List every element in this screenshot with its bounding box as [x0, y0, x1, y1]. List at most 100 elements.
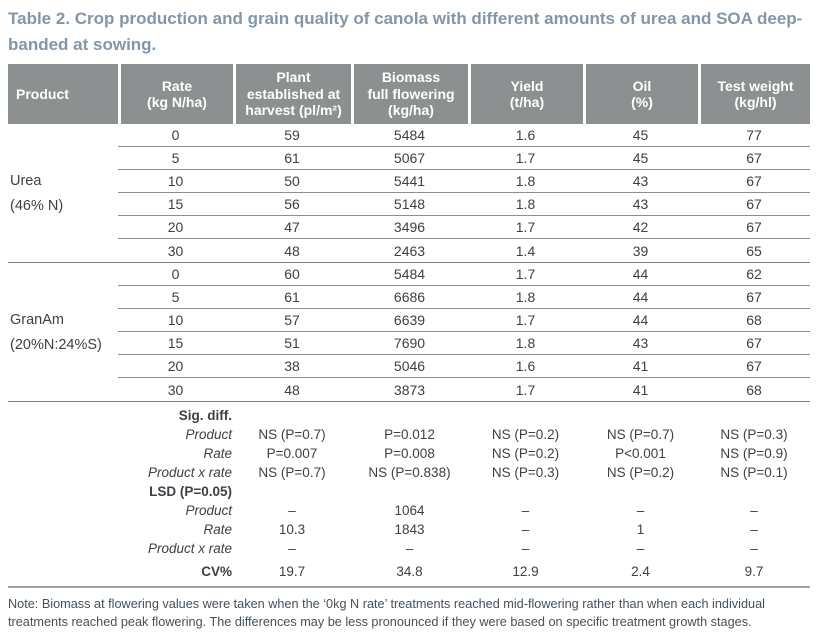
stats-row: Sig. diff.	[8, 406, 810, 425]
table-cell: 44	[632, 312, 649, 328]
table-cell: 10	[167, 312, 184, 328]
stats-row: Product x rate – – – – –	[8, 539, 810, 558]
table-cell: 3496	[393, 219, 426, 235]
cv-value: 9.7	[744, 564, 764, 579]
cv-value: 34.8	[396, 564, 423, 579]
table-cell: 5067	[393, 150, 426, 166]
stats-value: –	[750, 522, 758, 537]
column-header-test-weight: Test weight (kg/hl)	[698, 64, 810, 124]
table-cell: 41	[632, 381, 649, 398]
table-cell: 59	[284, 127, 300, 143]
stats-value: NS (P=0.3)	[720, 427, 788, 442]
table-body: Urea (46% N) 0 59 5484 1.6 45 77 5 61 5067 1.7 45 67 1…	[8, 124, 810, 401]
table-cell: 62	[746, 266, 762, 282]
stats-label: LSD (P=0.05)	[149, 484, 232, 499]
stats-value: 1	[636, 522, 645, 537]
table-cell: 10	[167, 173, 184, 189]
table-cell: 6639	[393, 312, 426, 328]
stats-row: LSD (P=0.05)	[8, 482, 810, 501]
stats-value: NS (P=0.3)	[491, 465, 560, 480]
stats-value: –	[288, 541, 296, 556]
table-row: 10 57 6639 1.7 44 68	[118, 309, 810, 332]
table-cell: 43	[632, 173, 649, 189]
table-cell: 30	[167, 381, 184, 398]
stats-value: –	[521, 522, 530, 537]
stats-label: Product	[185, 427, 232, 442]
table-cell: 56	[284, 196, 300, 212]
table-cell: 44	[632, 266, 649, 282]
table-row: 15 56 5148 1.8 43 67	[118, 193, 810, 216]
table-cell: 77	[746, 127, 762, 143]
stats-label: Rate	[203, 446, 232, 461]
table-cell: 1.8	[515, 196, 536, 212]
table-cell: 20	[167, 358, 184, 374]
table-cell: 50	[284, 173, 300, 189]
product-group-1: GranAm (20%N:24%S) 0 60 5484 1.7 44 62 5 61 6686 1.…	[8, 262, 810, 401]
table-cell: 67	[746, 289, 762, 305]
table-title: Table 2. Crop production and grain quali…	[8, 9, 803, 54]
stats-value: –	[288, 503, 296, 518]
stats-row: Product NS (P=0.7) P=0.012 NS (P=0.2) NS (P=…	[8, 425, 810, 444]
table-cell: 1.7	[515, 150, 536, 166]
table-cell: 0	[171, 266, 180, 282]
table-cell: 48	[284, 381, 300, 398]
table-cell: 5484	[393, 266, 426, 282]
stats-label: Product x rate	[147, 541, 232, 556]
stats-value: –	[636, 541, 645, 556]
stats-value: P=0.008	[384, 446, 435, 461]
table-cell: 42	[632, 219, 649, 235]
stats-value: NS (P=0.2)	[606, 465, 675, 480]
table-cell: 68	[746, 381, 762, 398]
stats-value: 1843	[394, 522, 425, 537]
stats-value: –	[405, 541, 414, 556]
cv-row: CV% 19.7 34.8 12.9 2.4 9.7	[8, 561, 810, 582]
column-header-yield: Yield (t/ha)	[468, 64, 583, 124]
table-note: Note: Biomass at flowering values were t…	[8, 597, 765, 629]
table-cell: 44	[632, 289, 649, 305]
product-label: (20%N:24%S)	[10, 336, 102, 353]
cv-value: 19.7	[278, 564, 306, 579]
product-label: (46% N)	[10, 197, 64, 214]
table-cell: 43	[632, 335, 649, 351]
table-header: Product Rate (kg N/ha) Plant established…	[8, 64, 810, 124]
table-cell: 1.7	[515, 219, 536, 235]
table-cell: 6686	[393, 289, 426, 305]
stats-value: –	[750, 541, 758, 556]
table-cell: 43	[632, 196, 649, 212]
group-rows: 0 59 5484 1.6 45 77 5 61 5067 1.7 45 67 10 50 5441 1.8 4…	[118, 124, 810, 262]
stats-value: NS (P=0.2)	[491, 446, 560, 461]
table-cell: 39	[632, 242, 649, 259]
stats-value: –	[521, 541, 530, 556]
table-cell: 67	[746, 219, 762, 235]
table-cell: 15	[167, 335, 184, 351]
stats-value: –	[521, 503, 530, 518]
group-rows: 0 60 5484 1.7 44 62 5 61 6686 1.8 44 67 10 57 6639 1.7 4…	[118, 263, 810, 401]
table-cell: 47	[284, 219, 300, 235]
stats-row: Rate P=0.007 P=0.008 NS (P=0.2) P<0.001 NS (P…	[8, 444, 810, 463]
table-cell: 57	[284, 312, 300, 328]
table-cell: 51	[284, 335, 300, 351]
cv-value: 12.9	[512, 564, 539, 579]
table-cell: 67	[746, 173, 762, 189]
column-header-biomass: Biomass full flowering (kg/ha)	[351, 64, 468, 124]
product-label: GranAm	[10, 311, 64, 328]
table-cell: 5148	[393, 196, 426, 212]
stats-value: NS (P=0.838)	[368, 465, 451, 480]
table-cell: 15	[167, 196, 184, 212]
stats-label: Product x rate	[147, 465, 232, 480]
table-row: 0 60 5484 1.7 44 62	[118, 263, 810, 286]
stats-value: –	[750, 503, 758, 518]
table-cell: 0	[171, 127, 180, 143]
table-cell: 1.8	[515, 335, 536, 351]
table-row: 10 50 5441 1.8 43 67	[118, 170, 810, 193]
table-cell: 38	[284, 358, 300, 374]
data-table: Product Rate (kg N/ha) Plant established…	[8, 64, 810, 588]
table-cell: 7690	[393, 335, 426, 351]
stats-value: –	[636, 503, 645, 518]
table-cell: 67	[746, 358, 762, 374]
table-cell: 30	[167, 242, 184, 259]
column-header-rate: Rate (kg N/ha)	[118, 64, 233, 124]
product-cell: Urea (46% N)	[8, 124, 118, 262]
stats-value: NS (P=0.7)	[258, 427, 326, 442]
